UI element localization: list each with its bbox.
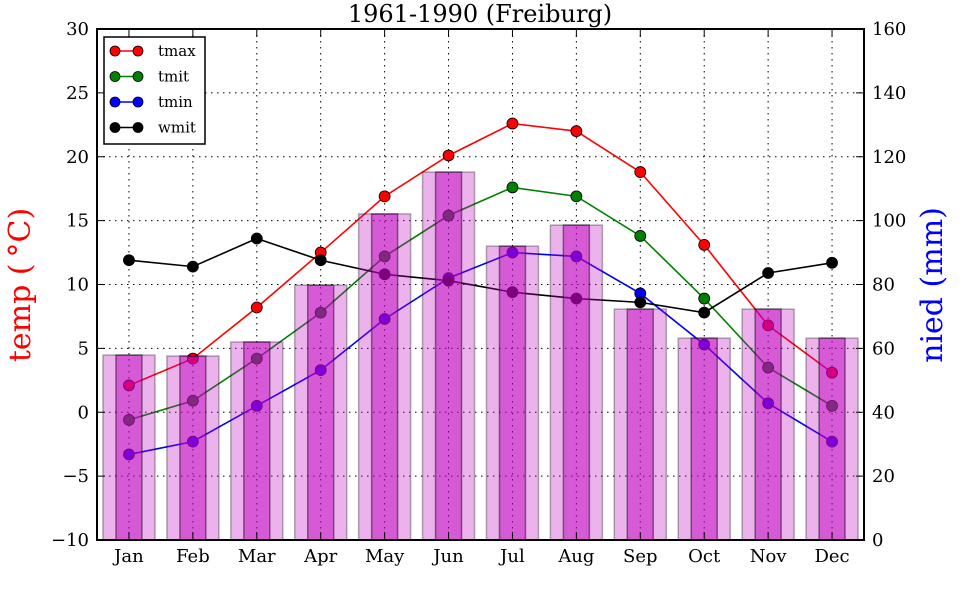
data-point-tmit <box>506 181 519 194</box>
data-point-tmax <box>506 117 519 130</box>
y-left-tick-label: −10 <box>51 530 89 551</box>
legend-marker-tmin <box>109 96 121 108</box>
precipitation-bars <box>102 171 859 541</box>
legend-marker-tmit <box>132 71 144 82</box>
legend-box <box>103 36 206 145</box>
data-point-tmax <box>250 301 263 314</box>
axis-ticks: Jan Feb Mar Apr May Jun Jul Aug Sep Oct Nov Dec −10 −… <box>51 19 906 567</box>
x-tick-label: Jun <box>431 546 464 567</box>
y-left-tick-label: 0 <box>78 402 89 423</box>
legend-marker-tmax <box>132 45 144 57</box>
data-point-tmax <box>698 238 711 251</box>
legend-marker-wmit <box>132 122 144 133</box>
legend-label-wmit: wmit <box>158 119 196 137</box>
series-line-tmax <box>128 122 833 387</box>
bar-narrow <box>434 171 463 541</box>
y-left-tick-label: −5 <box>62 466 89 487</box>
bar-narrow <box>754 308 782 541</box>
x-tick-label: Nov <box>750 546 788 567</box>
legend-marker-wmit <box>109 122 121 133</box>
bar-narrow <box>370 213 399 541</box>
y-left-tick-label: 5 <box>78 338 89 359</box>
data-point-tmax <box>570 125 583 138</box>
y-right-tick-label: 40 <box>872 402 895 423</box>
x-tick-label: Jul <box>498 546 525 567</box>
data-point-tmit <box>570 190 583 203</box>
bar-narrow <box>243 341 271 541</box>
x-tick-label: Feb <box>176 546 210 567</box>
data-point-wmit <box>698 306 711 319</box>
y-right-tick-label: 20 <box>872 466 895 487</box>
x-tick-label: Aug <box>557 546 594 567</box>
y-right-tick-label: 60 <box>872 338 895 359</box>
bar-narrow <box>562 224 591 541</box>
legend: tmax tmit tmin wmit <box>103 36 206 145</box>
data-point-wmit <box>826 256 838 269</box>
x-tick-label: Oct <box>688 546 721 567</box>
x-tick-label: Jan <box>112 546 144 567</box>
bar-narrow <box>179 355 207 541</box>
legend-label-tmit: tmit <box>158 68 189 86</box>
y-right-tick-label: 80 <box>872 275 895 296</box>
x-tick-label: Dec <box>814 546 849 567</box>
bar-narrow <box>498 245 527 541</box>
y-left-tick-label: 20 <box>66 147 89 168</box>
x-tick-label: May <box>365 546 405 567</box>
legend-label-tmax: tmax <box>158 42 196 60</box>
series-line-wmit <box>128 237 833 314</box>
chart-title: 1961-1990 (Freiburg) <box>348 0 612 28</box>
y-left-tick-label: 10 <box>66 275 89 296</box>
y-right-tick-label: 160 <box>872 19 906 40</box>
data-point-wmit <box>123 254 135 267</box>
y-right-tick-label: 0 <box>872 530 883 551</box>
data-point-wmit <box>634 296 647 309</box>
data-point-wmit <box>186 260 199 273</box>
data-point-tmax <box>378 190 391 203</box>
x-tick-label: Mar <box>238 546 276 567</box>
y-right-tick-label: 120 <box>872 147 906 168</box>
bar-narrow <box>306 284 335 541</box>
y-left-tick-label: 30 <box>66 19 89 40</box>
x-tick-label: Sep <box>623 546 658 567</box>
data-point-wmit <box>250 232 263 245</box>
y-axis-left-label: temp ( °C) <box>3 208 38 362</box>
y-axis-right-label: nied (mm) <box>915 207 950 363</box>
data-point-tmax <box>442 149 455 162</box>
data-point-wmit <box>762 267 775 279</box>
y-left-tick-label: 15 <box>66 211 89 232</box>
y-left-tick-label: 25 <box>66 83 89 104</box>
data-point-tmit <box>698 292 711 305</box>
legend-marker-tmin <box>132 96 144 108</box>
bar-narrow <box>818 337 846 541</box>
data-point-tmax <box>634 166 647 178</box>
legend-marker-tmax <box>109 45 121 57</box>
y-right-tick-label: 100 <box>872 211 906 232</box>
bar-narrow <box>626 308 655 541</box>
bar-narrow <box>690 337 718 541</box>
legend-label-tmin: tmin <box>158 93 193 111</box>
data-point-wmit <box>314 254 327 267</box>
y-right-tick-label: 140 <box>872 83 906 104</box>
x-tick-label: Apr <box>303 546 338 567</box>
legend-marker-tmit <box>109 71 121 82</box>
data-point-tmit <box>634 230 647 242</box>
bar-narrow <box>115 354 143 541</box>
